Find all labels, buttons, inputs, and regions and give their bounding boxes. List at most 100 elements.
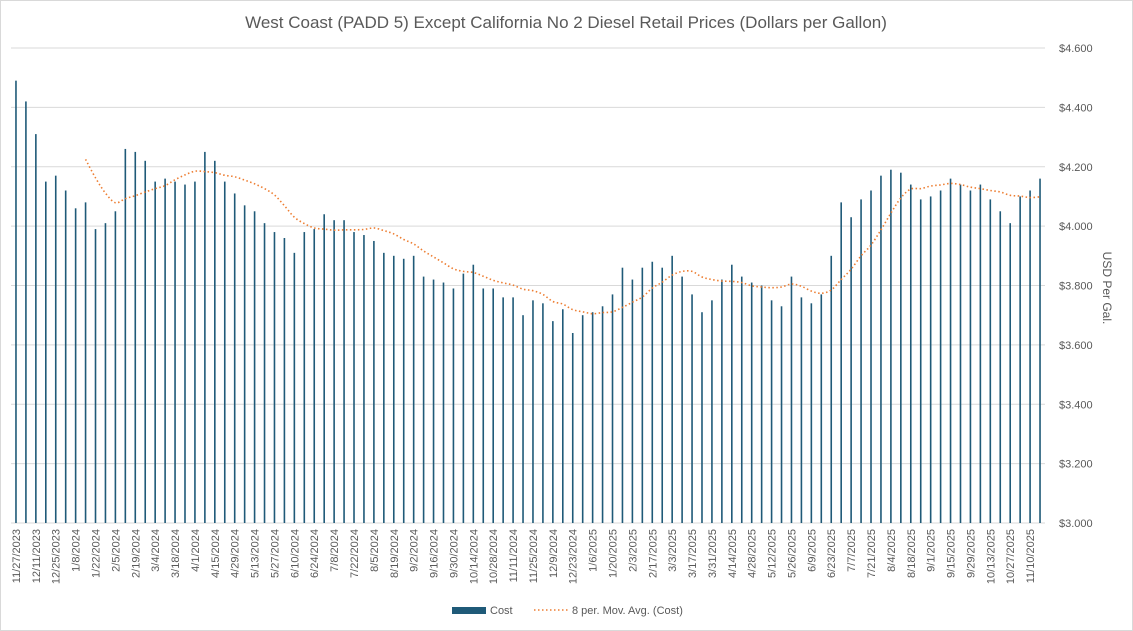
bar <box>94 229 97 523</box>
bar <box>233 193 236 523</box>
bar <box>353 232 355 523</box>
legend-label-cost: Cost <box>490 605 513 617</box>
bar <box>263 223 266 523</box>
x-tick-label: 6/10/2024 <box>289 529 301 578</box>
x-tick-label: 7/21/2025 <box>866 529 878 578</box>
bar <box>492 288 495 523</box>
x-tick-label: 9/29/2025 <box>965 529 977 578</box>
x-tick-label: 4/14/2025 <box>727 529 739 578</box>
bar <box>830 255 833 523</box>
x-tick-label: 12/9/2024 <box>548 529 560 578</box>
bar <box>591 312 594 523</box>
bar <box>204 151 206 523</box>
x-tick-label: 1/22/2024 <box>91 529 103 578</box>
bar <box>731 264 733 523</box>
bar <box>1029 190 1031 523</box>
bar <box>383 252 385 523</box>
x-tick-label: 1/6/2025 <box>588 529 600 572</box>
bar <box>691 294 693 523</box>
bar <box>711 300 713 523</box>
bar <box>611 294 614 523</box>
bar <box>740 276 743 523</box>
x-tick-label: 9/1/2025 <box>926 529 938 572</box>
chart-title: West Coast (PADD 5) Except California No… <box>245 13 887 32</box>
x-tick-label: 8/5/2024 <box>369 529 381 572</box>
x-tick-label: 2/5/2024 <box>110 529 122 572</box>
bar <box>909 184 912 523</box>
x-tick-label: 12/25/2023 <box>51 529 63 584</box>
bar <box>482 288 485 523</box>
bar <box>64 190 67 523</box>
bar <box>790 276 793 523</box>
bar <box>919 199 922 523</box>
bar <box>860 199 862 523</box>
bar <box>74 208 77 523</box>
bar <box>15 80 17 523</box>
bar <box>661 267 664 523</box>
x-tick-label: 6/24/2024 <box>309 529 321 578</box>
bar <box>84 202 87 523</box>
x-tick-label: 7/7/2025 <box>846 529 858 572</box>
bar <box>969 190 972 523</box>
x-tick-label: 9/30/2024 <box>448 529 460 578</box>
bar <box>1009 223 1012 523</box>
moving-average-series <box>84 158 1041 315</box>
bar <box>800 297 803 523</box>
bar <box>581 315 584 523</box>
bar <box>35 134 37 523</box>
x-tick-label: 11/27/2023 <box>11 529 23 583</box>
x-tick-label: 11/11/2024 <box>508 529 520 582</box>
x-tick-label: 4/1/2024 <box>190 529 202 572</box>
bar <box>780 306 783 523</box>
x-tick-label: 11/10/2025 <box>1025 529 1037 583</box>
bar <box>880 175 882 523</box>
bar <box>552 321 554 523</box>
y-tick-label: $3.200 <box>1059 459 1093 471</box>
bar <box>840 202 842 523</box>
bar <box>631 279 634 523</box>
bar <box>770 300 773 523</box>
bar <box>959 184 962 523</box>
bar <box>522 315 524 523</box>
y-axis-ticks: $3.000 $3.200 $3.400 $3.600 $3.800 $4.000 $4.2… <box>1059 43 1093 530</box>
y-axis-label: USD Per Gal. <box>1100 252 1114 325</box>
bar <box>989 199 992 523</box>
x-tick-label: 8/19/2024 <box>389 529 401 578</box>
y-tick-label: $3.600 <box>1059 340 1093 352</box>
gridlines <box>11 47 1045 524</box>
bar <box>343 220 345 523</box>
bar <box>184 184 186 523</box>
bar <box>373 240 375 523</box>
bar <box>512 297 514 523</box>
legend-swatch-cost <box>452 607 486 614</box>
x-tick-label: 4/28/2025 <box>747 529 759 578</box>
y-tick-label: $4.200 <box>1059 162 1093 174</box>
bar <box>313 229 316 523</box>
y-tick-label: $4.000 <box>1059 221 1093 233</box>
bar <box>810 303 813 523</box>
bar <box>303 232 306 523</box>
x-tick-label: 6/23/2025 <box>826 529 838 578</box>
y-tick-label: $3.400 <box>1059 399 1093 411</box>
legend-label-moving-average: 8 per. Mov. Avg. (Cost) <box>572 605 683 617</box>
bar <box>243 205 246 523</box>
bar <box>194 181 196 523</box>
bar <box>154 181 156 523</box>
x-tick-label: 8/18/2025 <box>906 529 918 578</box>
bar <box>870 190 872 523</box>
x-tick-label: 2/19/2024 <box>130 529 142 578</box>
bar <box>114 211 117 523</box>
x-tick-label: 7/8/2024 <box>329 529 341 572</box>
bar <box>223 181 226 523</box>
x-tick-label: 12/11/2023 <box>31 529 43 583</box>
bar <box>900 172 902 523</box>
bar <box>929 196 932 523</box>
bar <box>442 282 445 523</box>
x-tick-label: 5/27/2024 <box>269 529 281 578</box>
y-tick-label: $4.400 <box>1059 102 1093 114</box>
x-tick-label: 10/13/2025 <box>985 529 997 584</box>
bar <box>890 169 892 523</box>
bar <box>601 306 604 523</box>
x-tick-label: 10/14/2024 <box>468 529 480 584</box>
